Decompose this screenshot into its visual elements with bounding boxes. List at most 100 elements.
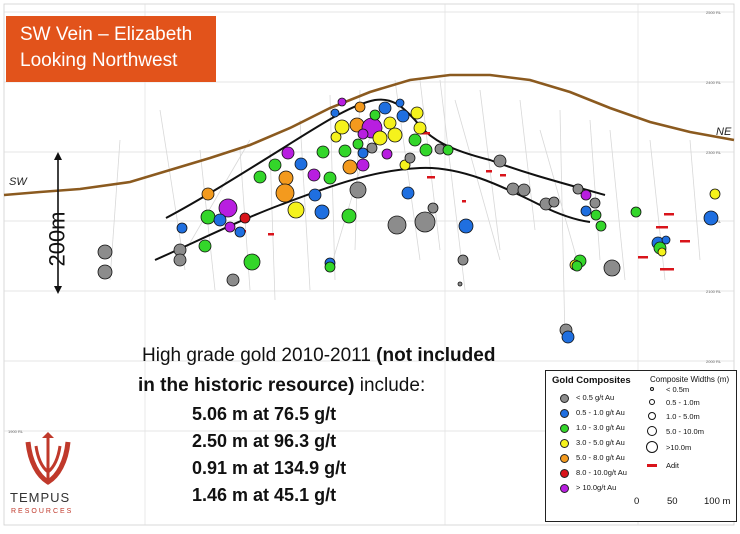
composite-marker [294,157,308,171]
composite-marker [703,210,719,226]
composite-marker [330,131,342,143]
composite-marker [253,170,267,184]
direction-ne-label: NE [716,126,732,138]
composite-marker [324,261,336,273]
elevation-label: 2300 RL [706,150,722,155]
legend-width-label: 1.0 - 5.0m [666,412,700,421]
legend-width-symbol [647,426,657,436]
composite-marker [580,189,592,201]
composite-marker [369,109,381,121]
composite-marker [218,198,238,218]
logo-wordmark: TEMPUS [10,490,71,505]
highlight-result: 1.46 m at 45.1 g/t [192,485,337,505]
composite-marker [427,202,439,214]
composite-marker [387,215,407,235]
legend-adit-label: Adit [666,461,679,470]
composite-marker [357,147,369,159]
direction-sw-label: SW [9,176,27,188]
composite-marker [517,183,531,197]
intro-regular-text: High grade gold 2010-2011 [142,345,377,366]
drill-traces [109,79,701,341]
highlight-result: 5.06 m at 76.5 g/t [192,404,337,424]
section-title-box: SW Vein – Elizabeth Looking Northwest [6,16,216,82]
legend-title: Gold Composites [552,375,631,386]
highlight-intro-line1: High grade gold 2010-2011 (not included [142,341,495,371]
vertical-scale-arrow [54,152,62,294]
composite-marker [341,208,357,224]
legend-grade-swatch [560,424,569,433]
composite-marker [630,206,642,218]
composite-marker [97,264,113,280]
legend-width-label: 5.0 - 10.0m [666,427,704,436]
composite-marker [378,101,392,115]
composite-marker [408,133,422,147]
composite-marker [366,142,378,154]
composite-marker [661,235,671,245]
topography-line [3,73,735,197]
elevation-label: 2400 RL [706,80,722,85]
composite-marker [176,222,188,234]
composite-marker [287,201,305,219]
composite-marker [603,259,621,277]
composite-marker [323,171,337,185]
legend-widths-title: Composite Widths (m) [650,375,730,384]
composite-marker [590,209,602,221]
composite-marker [200,209,216,225]
composite-marker [281,146,295,160]
legend-grade-swatch [560,439,569,448]
composite-marker [357,128,369,140]
legend-grade-label: 5.0 - 8.0 g/t Au [576,453,625,462]
composite-marker [572,183,584,195]
composite-marker [387,127,403,143]
composite-marker [234,226,246,238]
composite-marker [396,109,410,123]
composite-marker [381,148,393,160]
bar-scale-tick: 100 m [704,496,731,507]
intro-regular-text: include: [354,375,426,396]
legend-grade-label: 1.0 - 3.0 g/t Au [576,423,625,432]
legend-width-symbol [649,399,655,405]
composite-marker [334,119,350,135]
composite-marker [413,121,427,135]
composite-marker [709,188,721,200]
logo-subtitle: RESOURCES [11,508,74,515]
legend-width-label: < 0.5m [666,385,690,394]
legend-width-symbol [648,412,656,420]
section-title: SW Vein – Elizabeth [20,24,193,45]
composite-marker [352,138,364,150]
legend-grade-swatch [560,409,569,418]
legend-grade-label: 0.5 - 1.0 g/t Au [576,408,625,417]
map-frame [3,3,735,526]
composite-marker [198,239,212,253]
composite-marker [506,182,520,196]
vertical-scale-label: 200m [44,211,70,267]
section-subtitle: Looking Northwest [20,50,178,71]
composite-marker [201,187,215,201]
highlight-result: 0.91 m at 134.9 g/t [192,458,347,478]
composite-marker [458,218,474,234]
highlight-result: 2.50 m at 96.3 g/t [192,431,337,451]
legend-width-symbol [650,387,654,391]
composite-marker [457,254,469,266]
composite-marker [561,330,575,344]
composite-marker [580,205,592,217]
composite-marker [243,253,261,271]
composite-marker [314,204,330,220]
composite-marker [316,145,330,159]
bar-scale-tick: 0 [634,496,640,507]
composite-marker [589,197,601,209]
bar-scale-tick: 50 [667,496,678,507]
composite-marker [224,221,236,233]
composite-marker [493,154,507,168]
composite-marker [275,183,295,203]
legend-adit-swatch [647,464,657,467]
composite-marker [571,260,583,272]
legend-grade-label: < 0.5 g/t Au [576,393,615,402]
composite-marker [442,144,454,156]
composite-marker [268,158,282,172]
composite-marker [97,244,113,260]
legend-width-symbol [646,441,658,453]
composite-marker [395,98,405,108]
composite-marker [337,97,347,107]
elevation-label: 2000 RL [706,359,722,364]
